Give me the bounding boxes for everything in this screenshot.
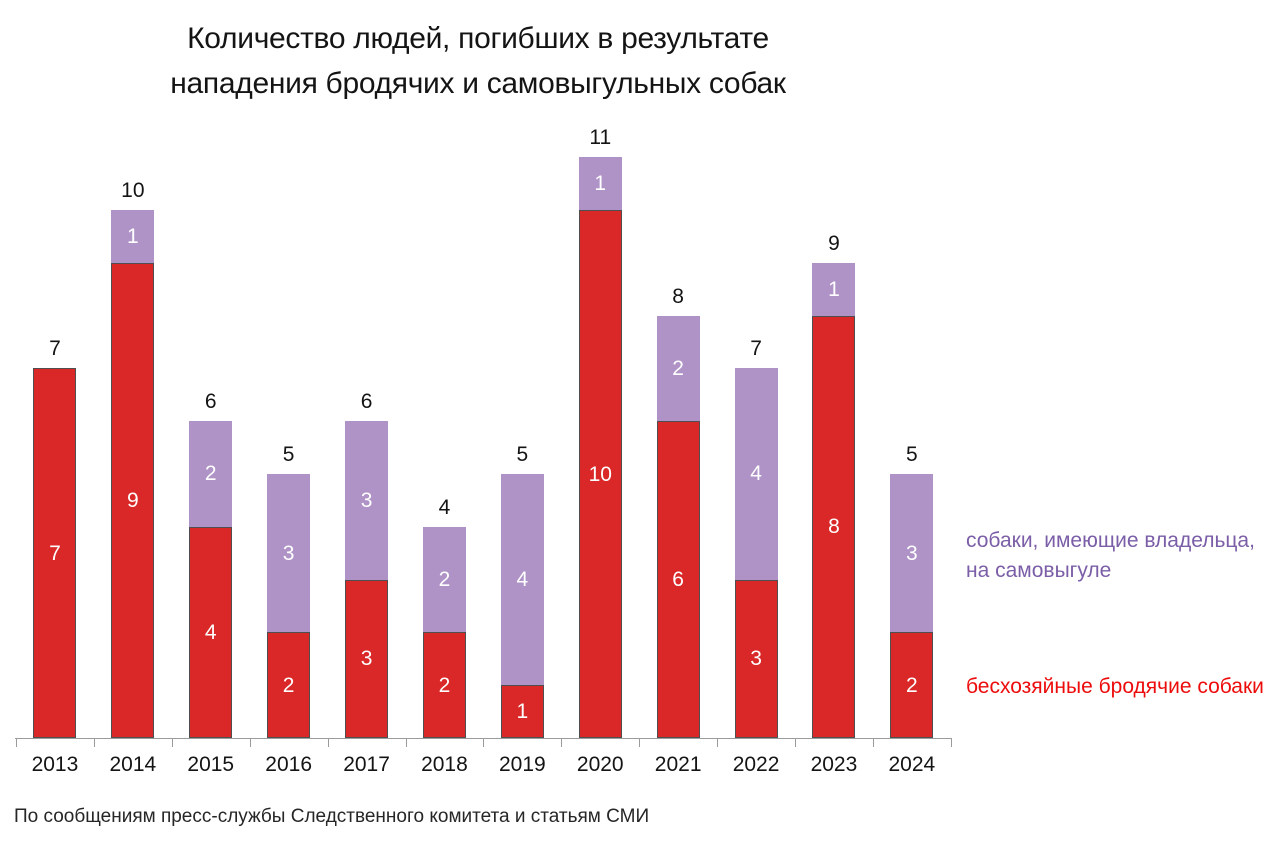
bar-segment-stray-2018: 2 bbox=[422, 632, 466, 738]
x-axis-tick bbox=[717, 738, 719, 747]
x-axis-tick bbox=[405, 738, 407, 747]
bar-segment-value-label: 1 bbox=[594, 172, 607, 196]
bar-segment-value-label: 2 bbox=[672, 356, 684, 380]
bar-total-label-2021: 8 bbox=[672, 284, 684, 308]
x-axis-tick bbox=[327, 738, 329, 747]
bar-segment-stray-2024: 2 bbox=[890, 632, 934, 738]
bar-segment-value-label: 2 bbox=[438, 568, 451, 592]
x-axis-year-label-2018: 2018 bbox=[421, 753, 468, 776]
x-axis-tick bbox=[483, 738, 485, 747]
bar-segment-value-label: 10 bbox=[588, 462, 612, 486]
x-axis-year-label-2017: 2017 bbox=[343, 753, 390, 776]
bar-segment-value-label: 3 bbox=[906, 541, 918, 565]
x-axis-year-label-2022: 2022 bbox=[732, 753, 780, 776]
bar-segment-stray-2023: 8 bbox=[812, 315, 856, 738]
bar-total-label-2023: 9 bbox=[828, 231, 840, 255]
bar-total-label-2024: 5 bbox=[906, 443, 918, 466]
bar-segment-owned-2014: 1 bbox=[111, 210, 155, 263]
x-axis-year-label-2014: 2014 bbox=[109, 753, 157, 776]
x-axis-tick bbox=[249, 738, 251, 747]
x-axis-tick bbox=[950, 738, 952, 747]
x-axis-tick bbox=[795, 738, 796, 747]
bar-segment-value-label: 7 bbox=[49, 541, 61, 565]
legend-owned-line1: собаки, имеющие владельца, bbox=[966, 529, 1255, 552]
bar-segment-stray-2020: 10 bbox=[578, 210, 622, 738]
bar-segment-stray-2013: 7 bbox=[33, 368, 77, 738]
bar-total-label-2018: 4 bbox=[438, 495, 451, 519]
bar-segment-value-label: 1 bbox=[127, 224, 139, 248]
bar-segment-owned-2022: 4 bbox=[734, 368, 778, 580]
bar-segment-owned-2019: 4 bbox=[500, 474, 544, 686]
bar-total-label-2013: 7 bbox=[49, 337, 61, 361]
legend-owned-line2: на самовыгуле bbox=[966, 559, 1112, 582]
legend-stray: бесхозяйные бродячие собаки bbox=[966, 675, 1264, 698]
x-axis-year-label-2016: 2016 bbox=[265, 753, 312, 776]
bar-segment-owned-2016: 3 bbox=[267, 474, 311, 633]
bar-total-label-2019: 5 bbox=[516, 443, 529, 466]
bar-segment-value-label: 3 bbox=[360, 488, 373, 512]
x-axis-year-label-2024: 2024 bbox=[888, 753, 936, 776]
bar-segment-value-label: 4 bbox=[516, 568, 529, 592]
chart-title-line2: нападения бродячих и самовыгульных собак bbox=[170, 67, 786, 100]
bar-total-label-2020: 11 bbox=[589, 126, 612, 150]
bar-segment-owned-2021: 2 bbox=[656, 315, 700, 422]
bar-segment-stray-2017: 3 bbox=[345, 579, 389, 738]
bar-total-label-2022: 7 bbox=[750, 337, 762, 361]
bar-segment-value-label: 2 bbox=[204, 462, 217, 486]
x-axis-year-label-2021: 2021 bbox=[654, 753, 702, 776]
x-axis-year-label-2015: 2015 bbox=[187, 753, 235, 776]
bar-segment-value-label: 3 bbox=[282, 541, 295, 565]
bar-segment-stray-2022: 3 bbox=[734, 579, 778, 738]
bar-segment-value-label: 4 bbox=[750, 462, 762, 486]
x-axis-year-label-2013: 2013 bbox=[31, 753, 79, 776]
x-axis-tick bbox=[639, 738, 641, 747]
bar-segment-value-label: 2 bbox=[282, 673, 295, 697]
bar-segment-value-label: 8 bbox=[828, 515, 840, 539]
bar-segment-owned-2023: 1 bbox=[812, 262, 856, 316]
bar-segment-owned-2018: 2 bbox=[422, 526, 466, 633]
x-axis-tick bbox=[16, 738, 17, 747]
bar-total-label-2016: 5 bbox=[282, 443, 295, 466]
bar-segment-value-label: 2 bbox=[438, 673, 451, 697]
x-axis-year-label-2019: 2019 bbox=[498, 753, 546, 776]
bar-segment-value-label: 6 bbox=[672, 568, 684, 592]
x-axis-year-label-2023: 2023 bbox=[810, 753, 858, 776]
bar-segment-value-label: 1 bbox=[516, 700, 529, 724]
bar-segment-stray-2019: 1 bbox=[500, 685, 544, 738]
source-note: По сообщениям пресс-службы Следственного… bbox=[14, 806, 650, 827]
bar-segment-owned-2024: 3 bbox=[890, 474, 934, 633]
bar-segment-stray-2015: 4 bbox=[189, 526, 233, 738]
x-axis-year-label-2020: 2020 bbox=[576, 753, 624, 776]
bar-segment-value-label: 4 bbox=[204, 620, 217, 644]
x-axis-tick bbox=[561, 738, 563, 747]
bar-segment-value-label: 3 bbox=[750, 647, 762, 671]
bar-segment-stray-2016: 2 bbox=[267, 632, 311, 738]
x-axis-tick bbox=[171, 738, 173, 747]
bar-total-label-2017: 6 bbox=[360, 390, 373, 414]
bar-segment-owned-2017: 3 bbox=[345, 421, 389, 580]
bar-segment-value-label: 2 bbox=[906, 673, 918, 697]
bar-segment-stray-2021: 6 bbox=[656, 421, 700, 738]
chart-title: Количество людей, погибших в результате … bbox=[0, 16, 956, 106]
bar-segment-owned-2015: 2 bbox=[189, 421, 233, 527]
bar-segment-value-label: 3 bbox=[360, 647, 373, 671]
bar-segment-value-label: 1 bbox=[828, 277, 840, 301]
bar-segment-value-label: 9 bbox=[127, 488, 139, 512]
x-axis-tick bbox=[93, 738, 95, 747]
bar-total-label-2015: 6 bbox=[204, 390, 217, 414]
bar-total-label-2014: 10 bbox=[121, 179, 145, 202]
bar-segment-stray-2014: 9 bbox=[111, 262, 155, 738]
chart-title-line1: Количество людей, погибших в результате bbox=[187, 22, 769, 55]
bar-segment-owned-2020: 1 bbox=[578, 157, 622, 210]
legend-owned: собаки, имеющие владельца, на самовыгуле bbox=[966, 526, 1271, 586]
x-axis-tick bbox=[872, 738, 874, 747]
